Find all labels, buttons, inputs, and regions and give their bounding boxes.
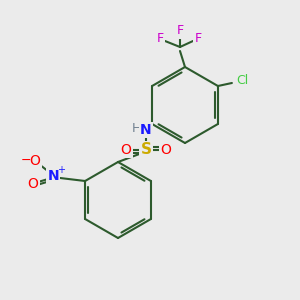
- Text: H: H: [131, 122, 141, 134]
- Text: F: F: [194, 32, 202, 46]
- Text: O: O: [121, 143, 131, 157]
- Text: N: N: [47, 169, 59, 183]
- Text: +: +: [57, 165, 65, 175]
- Text: O: O: [30, 154, 40, 168]
- Text: F: F: [156, 32, 164, 46]
- Text: −: −: [21, 154, 31, 166]
- Text: N: N: [140, 123, 152, 137]
- Text: O: O: [160, 143, 171, 157]
- Text: O: O: [28, 177, 38, 191]
- Text: F: F: [176, 25, 184, 38]
- Text: S: S: [140, 142, 152, 158]
- Text: Cl: Cl: [236, 74, 248, 88]
